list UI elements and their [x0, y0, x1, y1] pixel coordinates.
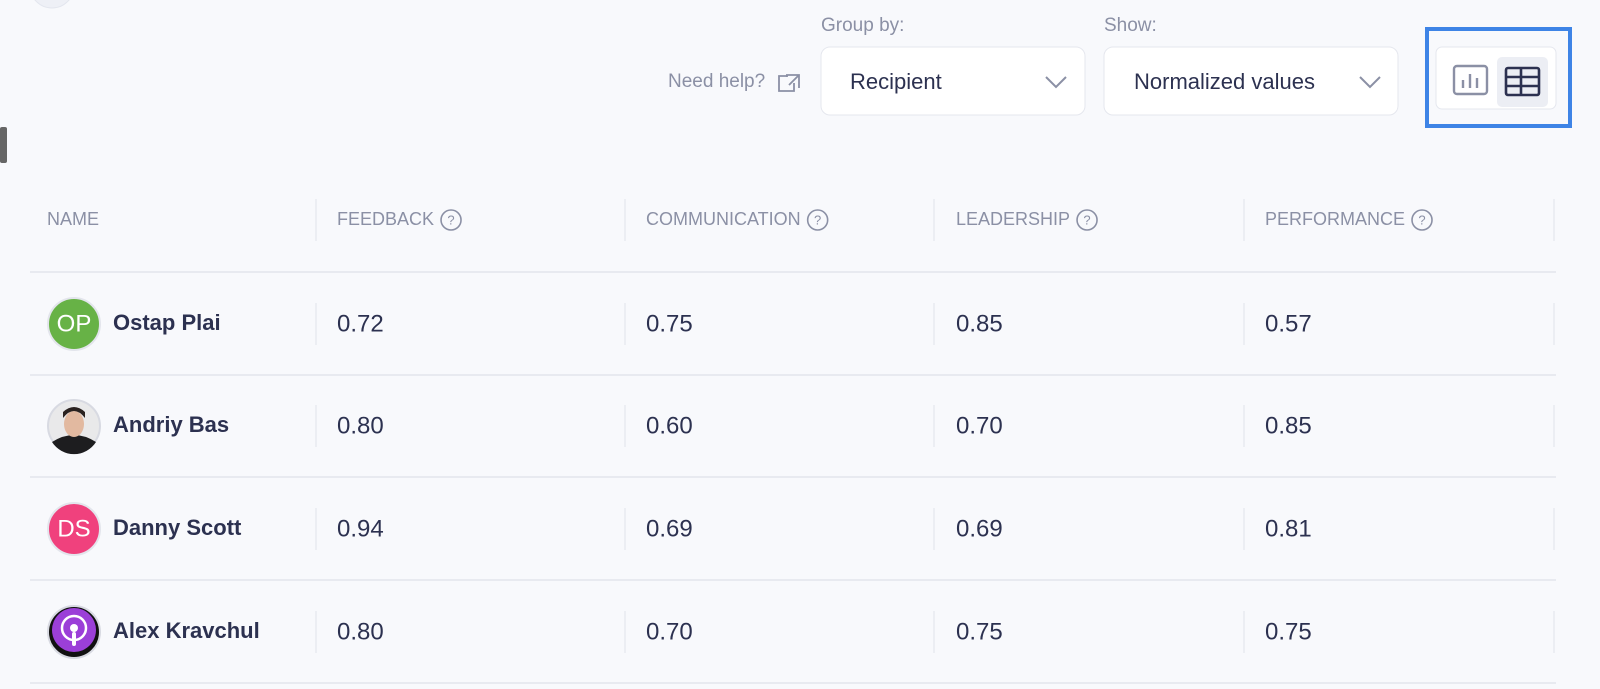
score-cell: 0.80 — [337, 412, 384, 439]
score-cell: 0.75 — [956, 618, 1003, 645]
score-cell: 0.57 — [1265, 310, 1312, 337]
score-cell: 0.69 — [646, 515, 693, 542]
avatar-bg — [47, 502, 101, 556]
help-glyph: ? — [1083, 212, 1090, 227]
table: NAME FEEDBACK? COMMUNICATION? LEADERSHIP? PE… — [30, 199, 1556, 684]
score-cell: 0.69 — [956, 515, 1003, 542]
avatar: OP — [47, 297, 101, 351]
chevron — [1359, 76, 1381, 89]
score-cell: 0.60 — [646, 412, 693, 439]
column-header: PERFORMANCE — [1265, 209, 1405, 229]
column-header: NAME — [47, 209, 99, 229]
avatar-initials: OP — [57, 310, 92, 337]
help-icon[interactable]: ? — [806, 209, 829, 231]
view-toggle-focus — [1425, 27, 1572, 128]
table-view-button[interactable] — [1497, 57, 1548, 107]
chart-view-button[interactable] — [1452, 64, 1489, 96]
score-cell: 0.94 — [337, 515, 384, 542]
avatar: DS — [47, 502, 101, 556]
help-circle — [806, 209, 829, 231]
chevron — [1045, 76, 1067, 89]
external-link-icon — [778, 74, 800, 92]
score-cell: 0.80 — [337, 618, 384, 645]
help-icon[interactable]: ? — [440, 209, 462, 231]
avatar-photo — [64, 411, 84, 437]
score-cell: 0.85 — [956, 310, 1003, 337]
need-help-link[interactable]: Need help? — [668, 71, 765, 92]
avatar-photo — [72, 632, 76, 646]
avatar — [47, 399, 101, 455]
score-cell: 0.70 — [956, 412, 1003, 439]
score-cell: 0.85 — [1265, 412, 1312, 439]
person-name: Danny Scott — [113, 515, 242, 540]
help-icon[interactable]: ? — [1411, 209, 1433, 231]
group-by-label: Group by: — [821, 15, 904, 36]
column-header: COMMUNICATION — [646, 209, 801, 229]
avatar-initials: DS — [57, 515, 90, 542]
score-cell: 0.70 — [646, 618, 693, 645]
column-header: FEEDBACK — [337, 209, 434, 229]
show-value: Normalized values — [1134, 69, 1315, 94]
help-circle — [1411, 209, 1433, 231]
table-icon — [1504, 66, 1541, 97]
group-by-value: Recipient — [850, 69, 942, 94]
score-cell: 0.75 — [646, 310, 693, 337]
group-by-dropdown[interactable] — [820, 46, 1086, 116]
avatar-photo — [63, 407, 85, 418]
help-icon[interactable]: ? — [1076, 209, 1098, 231]
score-cell: 0.81 — [1265, 515, 1312, 542]
avatar-bg — [47, 297, 101, 351]
person-name: Ostap Plai — [113, 310, 221, 335]
show-label: Show: — [1104, 15, 1157, 36]
person-name: Alex Kravchul — [113, 618, 260, 643]
show-dropdown[interactable] — [1103, 46, 1399, 116]
help-glyph: ? — [814, 212, 821, 227]
help-circle — [1076, 209, 1098, 231]
top-avatar — [34, 0, 70, 9]
avatar — [47, 605, 101, 659]
person-name: Andriy Bas — [113, 412, 229, 437]
help-circle — [440, 209, 462, 231]
help-glyph: ? — [447, 212, 454, 227]
avatar-photo — [70, 624, 78, 632]
help-glyph: ? — [1418, 212, 1425, 227]
score-cell: 0.72 — [337, 310, 384, 337]
column-header: LEADERSHIP — [956, 209, 1070, 229]
avatar-photo — [52, 435, 96, 455]
side-tab[interactable] — [0, 127, 7, 163]
score-cell: 0.75 — [1265, 618, 1312, 645]
